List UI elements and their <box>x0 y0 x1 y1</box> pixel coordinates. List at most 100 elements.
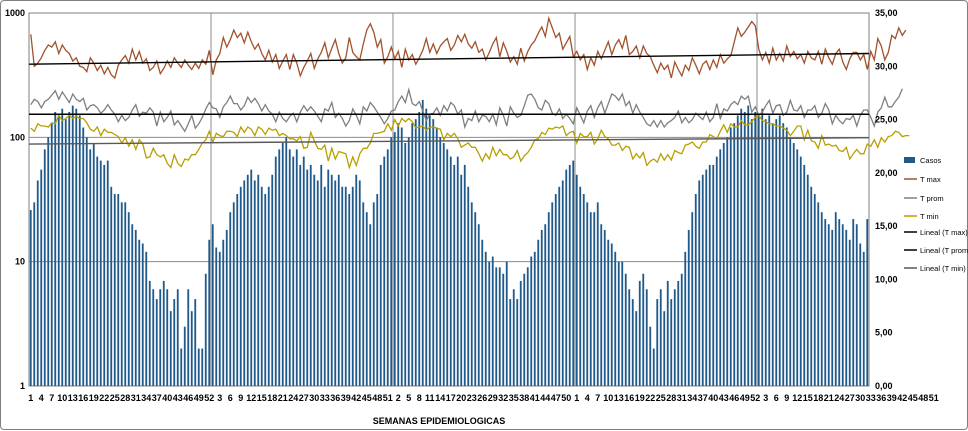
x-tick-label: 20 <box>456 393 466 403</box>
bar-casos <box>729 127 732 386</box>
bar-casos <box>859 243 862 386</box>
x-tick-label: 26 <box>477 393 487 403</box>
bar-casos <box>355 174 358 386</box>
x-tick-label: 29 <box>488 393 498 403</box>
x-tick-label: 27 <box>845 393 855 403</box>
bar-casos <box>750 119 753 387</box>
bar-casos <box>379 164 382 386</box>
bar-casos <box>768 115 771 386</box>
x-tick-label: 36 <box>330 393 340 403</box>
bar-casos <box>701 174 704 386</box>
bar-casos <box>344 186 347 386</box>
bar-casos <box>698 180 701 386</box>
bar-casos <box>568 164 571 386</box>
y-right-tick-label: 15,00 <box>875 221 898 231</box>
bar-casos <box>586 202 589 386</box>
bar-casos <box>803 164 806 386</box>
bar-casos <box>365 212 368 386</box>
bar-casos <box>418 111 421 387</box>
y-right-tick-label: 30,00 <box>875 61 898 71</box>
x-tick-label: 1 <box>574 393 579 403</box>
bar-casos <box>61 108 64 386</box>
x-tick-label: 13 <box>68 393 78 403</box>
x-tick-label: 21 <box>278 393 288 403</box>
bar-casos <box>295 149 298 386</box>
bar-casos <box>687 229 690 386</box>
bar-casos <box>145 251 148 386</box>
x-tick-label: 5 <box>406 393 411 403</box>
bar-casos <box>848 239 851 386</box>
x-tick-label: 8 <box>417 393 422 403</box>
x-tick-label: 3 <box>763 393 768 403</box>
bar-casos <box>593 212 596 386</box>
y-right-tick-label: 20,00 <box>875 168 898 178</box>
x-tick-label: 6 <box>774 393 779 403</box>
x-tick-label: 13 <box>614 393 624 403</box>
bar-casos <box>852 219 855 386</box>
bar-casos <box>600 224 603 386</box>
bar-casos <box>642 273 645 386</box>
bar-casos <box>201 348 204 386</box>
bar-casos <box>47 137 50 386</box>
bar-casos <box>666 280 669 386</box>
x-tick-label: 37 <box>698 393 708 403</box>
trendline-lineal-t-max <box>28 52 870 65</box>
bar-casos <box>264 194 267 386</box>
bar-casos <box>138 239 141 386</box>
bar-casos <box>435 127 438 386</box>
x-tick-label: 7 <box>49 393 54 403</box>
x-tick-label: 33 <box>320 393 330 403</box>
bar-casos <box>764 119 767 387</box>
bar-casos <box>645 289 648 386</box>
bar-casos <box>267 186 270 386</box>
bar-casos <box>460 174 463 386</box>
bar-casos <box>411 123 414 386</box>
bar-casos <box>425 108 428 386</box>
x-tick-label: 18 <box>813 393 823 403</box>
bar-casos <box>309 164 312 386</box>
bar-casos <box>383 156 386 386</box>
bar-casos <box>631 299 634 386</box>
x-tick-label: 36 <box>876 393 886 403</box>
bar-casos <box>92 143 95 386</box>
x-tick-label: 6 <box>228 393 233 403</box>
y-left-tick-label: 1000 <box>5 8 25 18</box>
bar-casos <box>71 105 74 386</box>
bar-casos <box>323 186 326 386</box>
bar-casos <box>537 239 540 386</box>
bar-casos <box>85 137 88 386</box>
x-tick-label: 46 <box>729 393 739 403</box>
x-tick-label: 7 <box>595 393 600 403</box>
x-tick-label: 49 <box>740 393 750 403</box>
bar-casos <box>197 348 200 386</box>
bar-casos <box>747 105 750 386</box>
x-tick-label: 22 <box>99 393 109 403</box>
bar-casos <box>246 174 249 386</box>
bar-casos <box>320 164 323 386</box>
bar-casos <box>33 202 36 386</box>
bar-casos <box>117 194 120 386</box>
bar-casos <box>351 186 354 386</box>
bar-casos <box>607 239 610 386</box>
x-tick-label: 16 <box>624 393 634 403</box>
x-tick-label: 39 <box>341 393 351 403</box>
y-left-tick-label: 100 <box>10 132 25 142</box>
bar-casos <box>498 267 501 386</box>
bar-casos <box>89 149 92 386</box>
bar-casos <box>446 149 449 386</box>
bar-casos <box>540 229 543 386</box>
bar-casos <box>544 224 547 386</box>
bar-casos <box>327 169 330 386</box>
bar-casos <box>449 156 452 386</box>
bar-casos <box>239 186 242 386</box>
bar-casos <box>75 108 78 386</box>
bar-casos <box>271 174 274 386</box>
bar-casos <box>722 143 725 386</box>
legend-label: T prom <box>920 194 944 203</box>
bar-casos <box>589 212 592 386</box>
x-tick-label: 24 <box>834 393 844 403</box>
bar-casos <box>817 202 820 386</box>
x-tick-label: 15 <box>803 393 813 403</box>
bar-casos <box>754 111 757 387</box>
x-tick-label: 42 <box>897 393 907 403</box>
